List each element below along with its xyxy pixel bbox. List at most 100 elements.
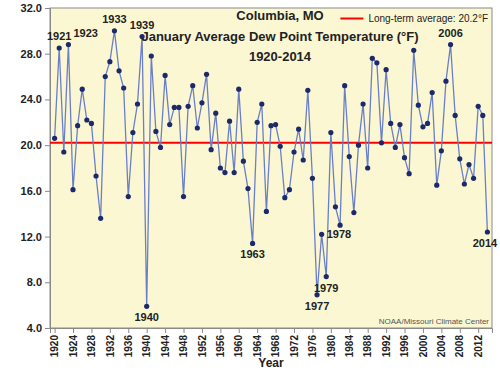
data-point — [443, 79, 448, 84]
data-point — [213, 111, 218, 116]
data-point — [453, 113, 458, 118]
x-tick: 1952 — [197, 328, 208, 357]
data-point — [416, 103, 421, 108]
annotation: 1940 — [134, 311, 158, 323]
chart-title: Columbia, MO — [236, 8, 323, 23]
data-point — [388, 121, 393, 126]
data-point — [181, 194, 186, 199]
data-point — [301, 157, 306, 162]
data-point — [462, 181, 467, 186]
data-point — [402, 155, 407, 160]
x-axis-line — [51, 329, 493, 334]
data-point — [227, 119, 232, 124]
data-point — [282, 195, 287, 200]
source-note: NOAA/Missouri Climate Center — [379, 317, 490, 326]
x-tick-mark — [478, 328, 479, 333]
y-tick: 4.0 — [27, 322, 50, 334]
data-point — [255, 120, 260, 125]
x-tick-mark — [312, 328, 313, 333]
plot-frame — [50, 8, 492, 328]
y-tick-mark — [45, 237, 50, 238]
data-point — [57, 45, 62, 50]
data-point — [149, 53, 154, 58]
data-point — [116, 68, 121, 73]
data-point — [52, 136, 57, 141]
data-point — [199, 100, 204, 105]
y-tick: 20.0 — [21, 139, 50, 151]
x-tick: 1976 — [307, 328, 318, 357]
data-point — [135, 101, 140, 106]
x-tick: 1988 — [362, 328, 373, 357]
data-point — [126, 194, 131, 199]
y-tick-mark — [45, 282, 50, 283]
x-tick: 1984 — [344, 328, 355, 357]
y-tick-mark — [45, 191, 50, 192]
data-point — [430, 90, 435, 95]
data-point — [397, 122, 402, 127]
data-point — [328, 130, 333, 135]
chart-svg: 4.08.012.016.020.024.028.032.01920192419… — [0, 0, 500, 372]
y-tick-label: 20.0 — [21, 139, 42, 151]
x-tick-label: 1932 — [105, 335, 116, 358]
x-tick-label: 1972 — [289, 335, 300, 358]
data-point — [158, 145, 163, 150]
x-tick-mark — [294, 328, 295, 333]
legend-swatch — [340, 18, 363, 20]
x-tick-mark — [73, 328, 74, 333]
data-point — [356, 143, 361, 148]
y-tick-mark — [45, 54, 50, 55]
x-tick-label: 1968 — [270, 335, 281, 358]
data-point — [347, 154, 352, 159]
annotation: 2014 — [473, 237, 498, 249]
x-tick: 2004 — [436, 328, 447, 357]
data-point — [70, 187, 75, 192]
x-tick: 1996 — [399, 328, 410, 357]
data-point — [144, 304, 149, 309]
y-tick-label: 8.0 — [27, 276, 42, 288]
data-point — [296, 127, 301, 132]
data-point — [466, 162, 471, 167]
data-point — [236, 87, 241, 92]
x-tick-label: 1988 — [362, 335, 373, 358]
data-point — [360, 101, 365, 106]
y-tick-label: 16.0 — [21, 185, 42, 197]
annotation: 2006 — [438, 27, 462, 39]
data-point — [305, 88, 310, 93]
y-tick-mark — [45, 328, 50, 329]
x-tick: 1964 — [252, 328, 263, 357]
x-tick-label: 1984 — [344, 335, 355, 358]
x-tick: 1936 — [123, 328, 134, 357]
x-axis: 1920192419281932193619401944194819521956… — [49, 328, 492, 357]
y-tick: 16.0 — [21, 185, 50, 197]
data-point — [333, 204, 338, 209]
x-tick: 1940 — [141, 328, 152, 357]
data-point — [121, 85, 126, 90]
x-tick-label: 1948 — [178, 335, 189, 358]
x-tick-label: 1924 — [68, 335, 79, 358]
data-point — [485, 229, 490, 234]
data-point — [287, 187, 292, 192]
x-axis-title: Year — [258, 356, 284, 370]
annotation: 1979 — [314, 282, 338, 294]
x-tick-label: 1920 — [49, 335, 60, 358]
x-tick: 1928 — [86, 328, 97, 357]
data-point — [93, 173, 98, 178]
x-tick-mark — [386, 328, 387, 333]
x-tick-mark — [368, 328, 369, 333]
x-tick-mark — [331, 328, 332, 333]
chart-title: 1920-2014 — [249, 49, 312, 64]
data-point — [337, 223, 342, 228]
average-line — [50, 142, 492, 144]
x-tick-label: 1976 — [307, 335, 318, 358]
data-point — [457, 156, 462, 161]
chart-container: 4.08.012.016.020.024.028.032.01920192419… — [0, 0, 500, 372]
x-tick-mark — [460, 328, 461, 333]
annotation: 1939 — [130, 19, 154, 31]
data-point — [420, 124, 425, 129]
x-tick: 1920 — [49, 328, 60, 357]
x-tick-label: 1980 — [326, 335, 337, 358]
data-point — [66, 42, 71, 47]
x-tick-mark — [257, 328, 258, 333]
x-tick-label: 1936 — [123, 335, 134, 358]
x-tick: 1924 — [68, 328, 79, 357]
